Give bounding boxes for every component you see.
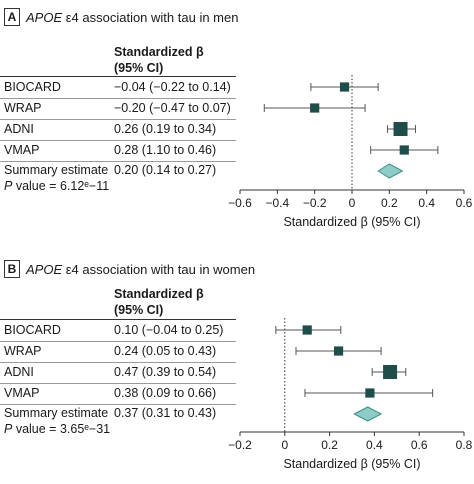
study-name: VMAP [4, 386, 40, 400]
summary-diamond [353, 406, 383, 422]
p-letter: P [4, 179, 13, 193]
study-row: WRAP −0.20 (−0.47 to 0.07) [0, 98, 236, 120]
summary-estimate: 0.37 (0.31 to 0.43) [114, 406, 217, 420]
column-header: Standardized β (95% CI) [114, 44, 204, 76]
gene-name: APOE [26, 9, 63, 25]
study-estimate: −0.20 (−0.47 to 0.07) [114, 101, 231, 115]
column-header-line2: (95% CI) [114, 303, 164, 317]
point-estimate [339, 82, 350, 92]
point-estimate [302, 325, 312, 335]
panel-header: A APOE ε4 association with tau in men [4, 8, 238, 26]
study-name: VMAP [4, 143, 40, 157]
x-tick-label: 0 [349, 196, 356, 210]
study-name: WRAP [4, 101, 42, 115]
x-tick-label: −0.2 [303, 196, 327, 210]
study-estimate: 0.24 (0.05 to 0.43) [114, 344, 217, 358]
point-estimate [333, 346, 344, 356]
forest-plot-men: −0.6 −0.4 −0.2 0 0.2 0.4 0.6 Standardized β (95… [228, 75, 473, 229]
panel-title: APOE ε4 association with tau in men [26, 10, 238, 25]
x-tick-label: 0.4 [418, 196, 435, 210]
p-value-text: value = 3.65ᵉ−31 [12, 422, 111, 436]
study-row: ADNI 0.26 (0.19 to 0.34) [0, 119, 236, 141]
x-tick-label: 0 [281, 438, 288, 452]
study-name: ADNI [4, 365, 34, 379]
panel-title: APOE ε4 association with tau in women [26, 262, 255, 277]
study-name: ADNI [4, 122, 34, 136]
x-tick-label: 0.4 [366, 438, 383, 452]
study-row: VMAP 0.28 (1.10 to 0.46) [0, 140, 236, 162]
study-estimate: 0.47 (0.39 to 0.54) [114, 365, 217, 379]
x-tick-label: 0.2 [381, 196, 398, 210]
panel-title-rest: ε4 association with tau in women [62, 261, 256, 277]
x-tick-label: 0.6 [411, 438, 428, 452]
panel-letter: A [4, 8, 20, 26]
study-name: WRAP [4, 344, 42, 358]
forest-plot-women: −0.2 0 0.2 0.4 0.6 0.8 Standardized β (95% CI) [228, 318, 473, 471]
study-estimate: 0.10 (−0.04 to 0.25) [114, 323, 224, 337]
panel-header: B APOE ε4 association with tau in women [4, 260, 255, 278]
p-letter: P [4, 422, 13, 436]
column-header: Standardized β (95% CI) [114, 286, 204, 318]
x-tick-label: 0.2 [321, 438, 338, 452]
x-tick-label: −0.2 [228, 438, 252, 452]
x-tick-label: −0.4 [265, 196, 289, 210]
study-row: VMAP 0.38 (0.09 to 0.66) [0, 383, 236, 405]
column-header-line1: Standardized β [114, 45, 204, 59]
x-tick-label: 0.8 [456, 438, 473, 452]
column-header-line1: Standardized β [114, 287, 204, 301]
study-estimate: −0.04 (−0.22 to 0.14) [114, 80, 231, 94]
panel-title-rest: ε4 association with tau in men [62, 9, 239, 25]
gene-name: APOE [26, 261, 63, 277]
study-estimate: 0.26 (0.19 to 0.34) [114, 122, 217, 136]
study-row: ADNI 0.47 (0.39 to 0.54) [0, 362, 236, 384]
column-header-line2: (95% CI) [114, 61, 164, 75]
study-estimate: 0.28 (1.10 to 0.46) [114, 143, 217, 157]
summary-diamond [377, 163, 404, 179]
study-name: BIOCARD [4, 80, 61, 94]
summary-estimate: 0.20 (0.14 to 0.27) [114, 163, 217, 177]
forest-panel-men: −0.6 −0.4 −0.2 0 0.2 0.4 0.6 Standardized β (95… [0, 8, 473, 229]
x-tick-label: 0.6 [456, 196, 473, 210]
summary-label: Summary estimate [4, 406, 109, 420]
study-estimate: 0.38 (0.09 to 0.66) [114, 386, 217, 400]
x-tick-label: −0.6 [228, 196, 252, 210]
point-estimate [310, 103, 320, 113]
point-estimate [393, 122, 408, 136]
x-axis-label: Standardized β (95% CI) [283, 457, 420, 471]
study-row: BIOCARD −0.04 (−0.22 to 0.14) [0, 76, 236, 99]
p-value: P value = 6.12ᵉ−11 [4, 179, 109, 193]
summary-label: Summary estimate [4, 163, 109, 177]
x-axis-label: Standardized β (95% CI) [283, 215, 420, 229]
forest-panel-women: −0.2 0 0.2 0.4 0.6 0.8 Standardized β (95% CI)… [0, 252, 474, 484]
point-estimate [399, 145, 409, 155]
panel-letter: B [4, 260, 20, 278]
study-name: BIOCARD [4, 323, 61, 337]
study-row: BIOCARD 0.10 (−0.04 to 0.25) [0, 319, 236, 342]
p-value-text: value = 6.12ᵉ−11 [12, 179, 110, 193]
point-estimate [365, 388, 375, 398]
point-estimate [383, 365, 398, 379]
p-value: P value = 3.65ᵉ−31 [4, 422, 110, 436]
study-row: WRAP 0.24 (0.05 to 0.43) [0, 341, 236, 363]
